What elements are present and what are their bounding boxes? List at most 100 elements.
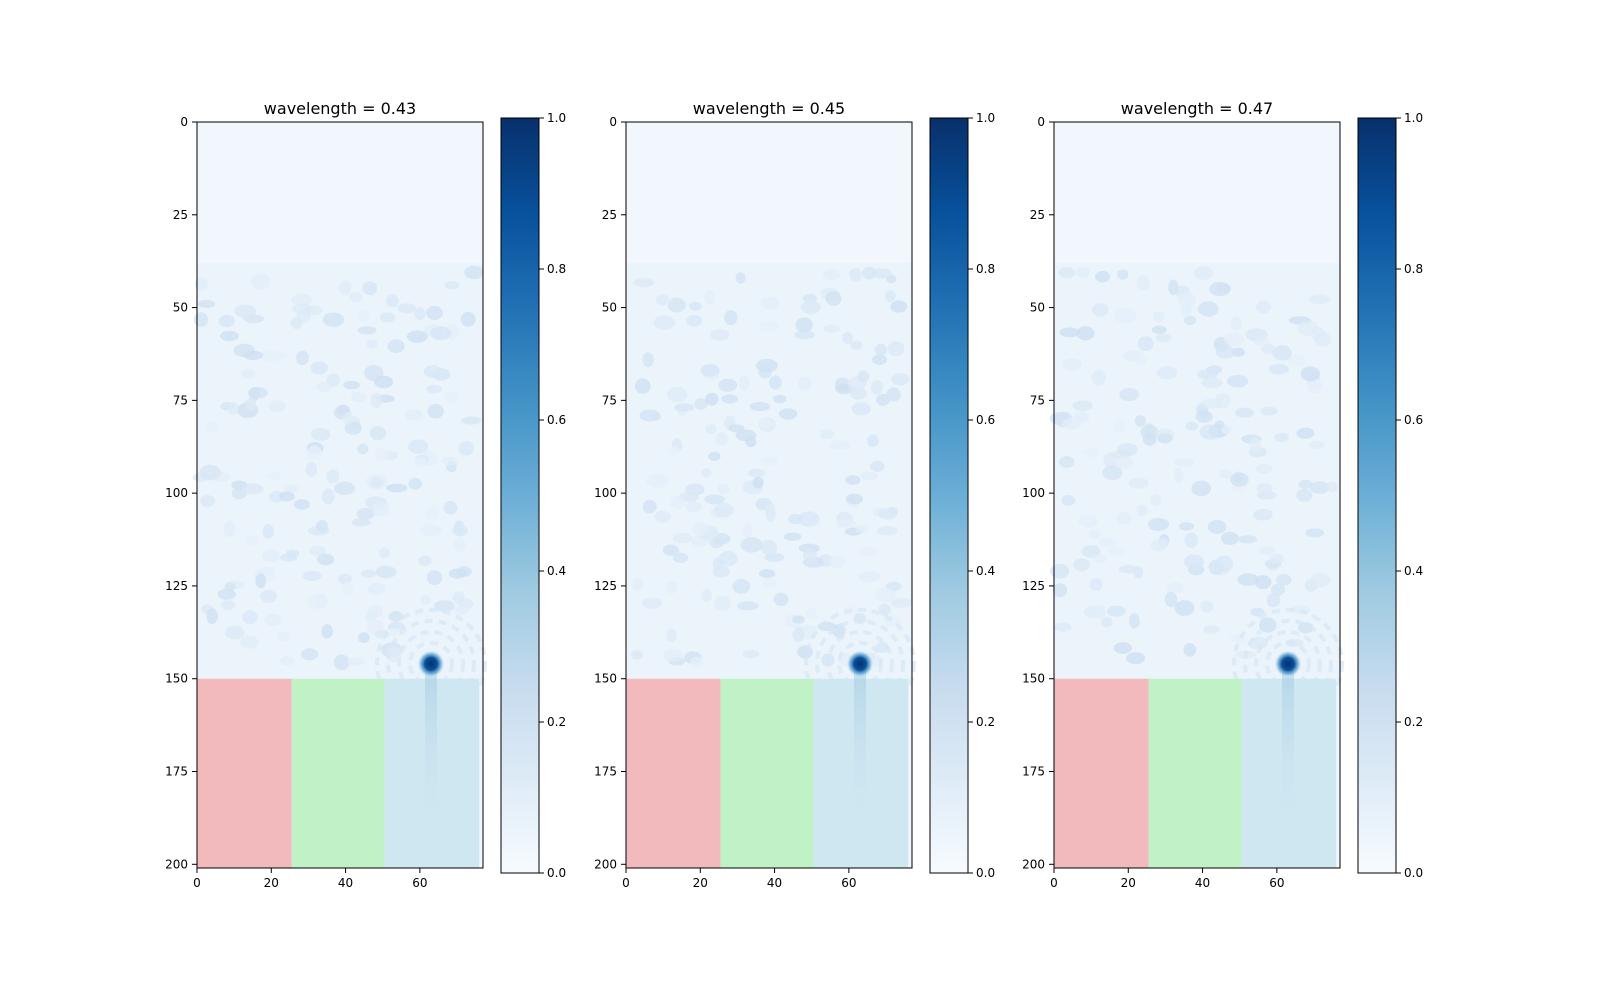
colorbar-tick-label: 0.8	[547, 262, 566, 276]
speckle-blob	[284, 484, 299, 493]
speckle-blob	[1119, 388, 1139, 402]
speckle-blob	[878, 508, 898, 520]
speckle-blob	[441, 456, 458, 466]
speckle-blob	[371, 501, 390, 517]
speckle-blob	[1223, 332, 1245, 346]
speckle-blob	[1102, 465, 1123, 481]
speckle-blob	[351, 518, 371, 527]
speckle-blob	[878, 603, 891, 616]
focus-ring	[1254, 629, 1322, 698]
speckle-blob	[1129, 613, 1140, 629]
speckle-blob	[321, 488, 335, 505]
speckle-blob	[444, 281, 460, 290]
heatmap-panel-2: wavelength = 0.45 0 20 40 60 0 25 50 75 100 125 150…	[594, 99, 995, 890]
speckle-blob	[1058, 456, 1075, 468]
speckle-blob	[708, 451, 721, 461]
speckle-blob	[642, 499, 657, 514]
speckle-blob	[1088, 529, 1101, 540]
speckle-blob	[458, 440, 474, 456]
speckle-blob	[385, 483, 408, 493]
speckle-blob	[788, 513, 803, 525]
speckle-blob	[672, 532, 693, 544]
focus-ring	[397, 629, 465, 698]
speckle-blob	[1136, 505, 1148, 517]
speckle-blob	[1126, 310, 1138, 322]
speckle-blob	[819, 428, 835, 440]
speckle-blob	[1270, 583, 1286, 596]
speckle-blob	[293, 499, 310, 510]
speckle-blob	[1091, 303, 1109, 317]
speckle-blob	[194, 277, 208, 291]
speckle-blob	[685, 501, 703, 513]
speckle-blob	[266, 471, 281, 480]
speckle-blob	[1106, 605, 1126, 617]
colorbar-tick-label: 0.0	[547, 866, 566, 880]
speckle-blob	[646, 474, 669, 488]
speckle-blob	[823, 324, 840, 333]
speckle-blob	[875, 587, 896, 603]
y-tick-label: 50	[1030, 301, 1045, 315]
speckle-blob	[631, 577, 644, 591]
colorbar-2: 0.0 0.2 0.4 0.6 0.8 1.0	[929, 111, 995, 880]
speckle-blob	[1185, 421, 1198, 431]
speckle-blob	[1098, 538, 1118, 547]
speckle-blob	[1287, 354, 1306, 367]
speckle-blob	[1134, 355, 1147, 366]
speckle-blob	[1113, 642, 1132, 654]
speckle-blob	[758, 417, 771, 429]
speckle-blob	[742, 523, 753, 538]
speckle-blob	[1276, 573, 1292, 586]
speckle-blob	[262, 524, 275, 539]
speckle-blob	[703, 290, 716, 305]
speckle-blob	[414, 307, 426, 321]
speckle-blob	[341, 582, 354, 597]
speckle-blob	[822, 269, 841, 281]
colorbar-gradient	[929, 117, 969, 874]
speckle-blob	[1174, 458, 1195, 467]
speckle-blob	[1101, 617, 1113, 628]
y-tick-label: 125	[165, 579, 188, 593]
speckle-blob	[260, 589, 277, 603]
speckle-blob	[715, 432, 728, 446]
speckle-blob	[1201, 377, 1223, 389]
speckle-blob	[388, 611, 404, 622]
speckle-blob	[1174, 600, 1195, 616]
colorbar-tick-label: 0.2	[547, 715, 566, 729]
speckle-blob	[867, 434, 879, 448]
speckle-blob	[1237, 573, 1260, 586]
speckle-blob	[1307, 378, 1323, 394]
speckle-blob	[367, 583, 386, 595]
speckle-blob	[654, 510, 671, 523]
x-tick-label: 0	[1050, 876, 1058, 890]
speckle-blob	[877, 526, 898, 536]
speckle-blob	[674, 403, 695, 412]
speckle-blob	[1052, 583, 1068, 598]
speckle-blob	[670, 495, 686, 510]
speckle-blob	[379, 312, 396, 323]
speckle-blob	[358, 309, 370, 323]
speckle-blob	[758, 569, 776, 578]
speckle-blob	[206, 608, 218, 624]
material-region-1	[1054, 678, 1149, 868]
speckle-blob	[1200, 600, 1214, 613]
speckle-blob	[876, 394, 890, 406]
speckle-blob	[413, 457, 426, 468]
speckle-blob	[685, 483, 705, 496]
chart-title: wavelength = 0.47	[1121, 99, 1273, 118]
speckle-blob	[278, 491, 295, 502]
speckle-blob	[1118, 565, 1138, 574]
speckle-blob	[1168, 279, 1179, 296]
speckle-blob	[694, 398, 708, 410]
speckle-blob	[762, 578, 777, 589]
speckle-blob	[1310, 573, 1331, 588]
speckle-blob	[1253, 508, 1273, 521]
speckle-blob	[738, 375, 750, 391]
field-speckle	[631, 266, 912, 668]
field-speckle	[192, 265, 484, 671]
speckle-blob	[1256, 483, 1273, 494]
speckle-blob	[1309, 294, 1331, 305]
speckle-blob	[1260, 406, 1278, 416]
speckle-blob	[351, 391, 367, 403]
speckle-blob	[1061, 494, 1076, 506]
speckle-blob	[408, 439, 429, 454]
